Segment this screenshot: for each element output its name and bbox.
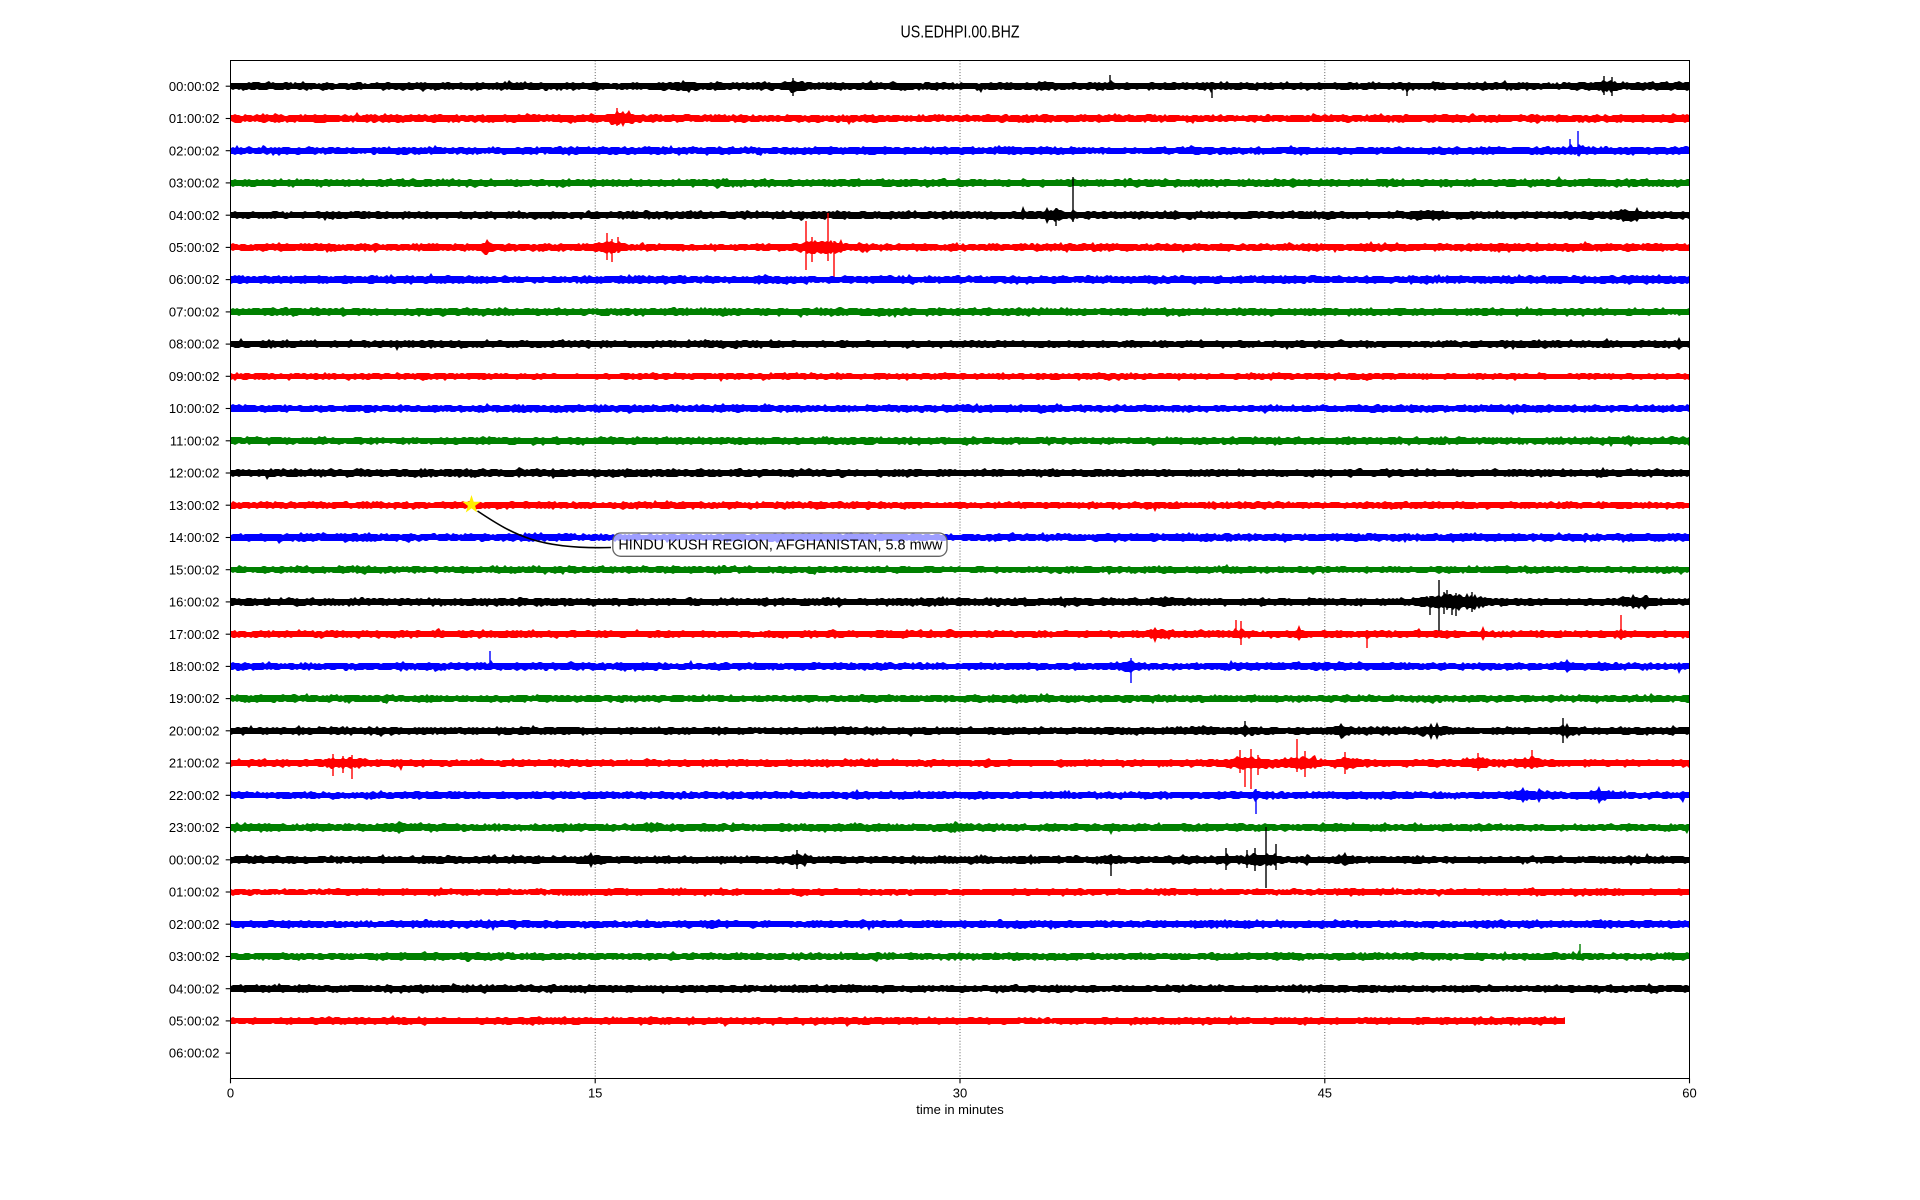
svg-text:19:00:02: 19:00:02 <box>169 691 220 706</box>
svg-text:00:00:02: 00:00:02 <box>169 79 220 94</box>
svg-text:HINDU KUSH REGION, AFGHANISTAN: HINDU KUSH REGION, AFGHANISTAN, 5.8 mww <box>618 538 943 554</box>
svg-text:07:00:02: 07:00:02 <box>169 305 220 320</box>
svg-text:04:00:02: 04:00:02 <box>169 208 220 223</box>
svg-text:23:00:02: 23:00:02 <box>169 820 220 835</box>
svg-text:12:00:02: 12:00:02 <box>169 466 220 481</box>
svg-text:22:00:02: 22:00:02 <box>169 788 220 803</box>
svg-text:15:00:02: 15:00:02 <box>169 562 220 577</box>
svg-text:04:00:02: 04:00:02 <box>169 981 220 996</box>
svg-text:14:00:02: 14:00:02 <box>169 530 220 545</box>
svg-text:time in minutes: time in minutes <box>916 1102 1004 1117</box>
svg-text:0: 0 <box>227 1086 234 1101</box>
svg-text:00:00:02: 00:00:02 <box>169 852 220 867</box>
svg-text:16:00:02: 16:00:02 <box>169 595 220 610</box>
svg-text:02:00:02: 02:00:02 <box>169 917 220 932</box>
svg-text:06:00:02: 06:00:02 <box>169 272 220 287</box>
svg-text:01:00:02: 01:00:02 <box>169 885 220 900</box>
svg-text:05:00:02: 05:00:02 <box>169 1014 220 1029</box>
svg-text:02:00:02: 02:00:02 <box>169 143 220 158</box>
svg-text:03:00:02: 03:00:02 <box>169 949 220 964</box>
svg-text:US.EDHPI.00.BHZ: US.EDHPI.00.BHZ <box>901 22 1020 42</box>
svg-text:21:00:02: 21:00:02 <box>169 756 220 771</box>
svg-text:08:00:02: 08:00:02 <box>169 337 220 352</box>
svg-text:05:00:02: 05:00:02 <box>169 240 220 255</box>
svg-text:13:00:02: 13:00:02 <box>169 498 220 513</box>
svg-text:09:00:02: 09:00:02 <box>169 369 220 384</box>
svg-text:45: 45 <box>1318 1086 1332 1101</box>
svg-text:15: 15 <box>588 1086 602 1101</box>
svg-text:30: 30 <box>953 1086 967 1101</box>
svg-text:11:00:02: 11:00:02 <box>170 433 220 448</box>
svg-text:60: 60 <box>1682 1086 1696 1101</box>
svg-text:20:00:02: 20:00:02 <box>169 723 220 738</box>
svg-text:01:00:02: 01:00:02 <box>169 111 220 126</box>
svg-text:03:00:02: 03:00:02 <box>169 176 220 191</box>
svg-text:10:00:02: 10:00:02 <box>169 401 220 416</box>
svg-text:17:00:02: 17:00:02 <box>169 627 220 642</box>
svg-text:18:00:02: 18:00:02 <box>169 659 220 674</box>
svg-text:06:00:02: 06:00:02 <box>169 1046 220 1061</box>
